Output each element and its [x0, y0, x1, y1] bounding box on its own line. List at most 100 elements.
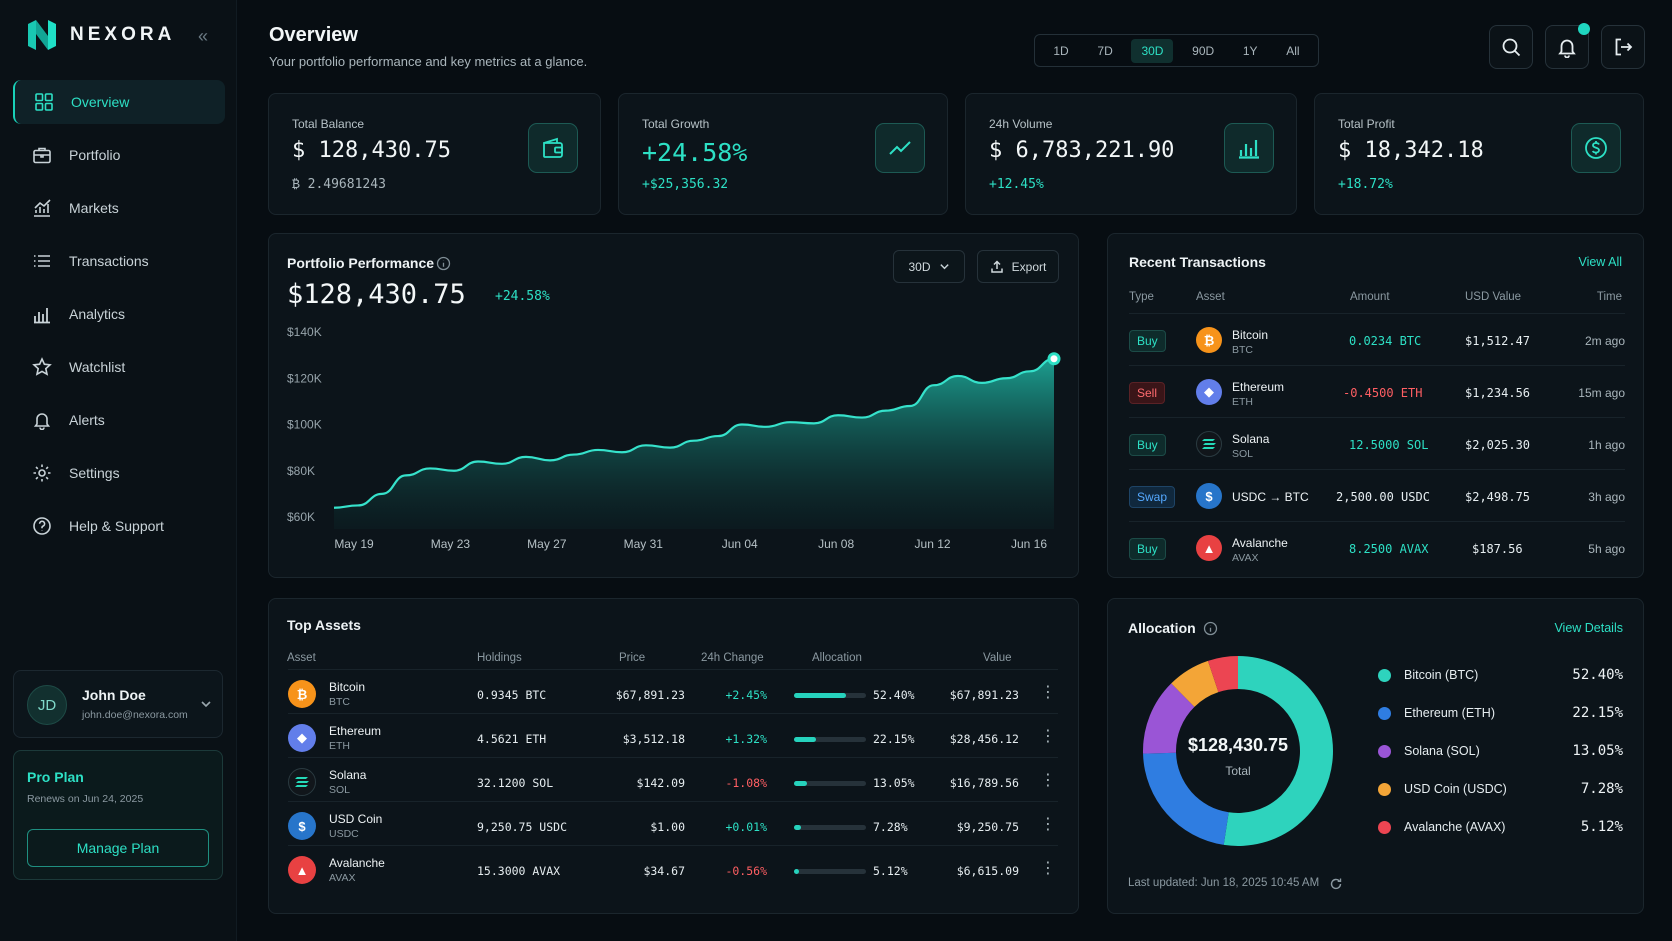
range-1d[interactable]: 1D [1053, 43, 1069, 58]
asset-name: USD Coin [329, 812, 383, 826]
range-all[interactable]: All [1286, 43, 1300, 58]
usdc-icon: $ [1196, 483, 1222, 509]
sidebar-item-watchlist[interactable]: Watchlist [13, 345, 225, 389]
allocation-bar [794, 781, 866, 786]
stat-value: $ 18,342.18 [1338, 138, 1484, 163]
table-row[interactable]: ▲ Avalanche AVAX 15.3000 AVAX $34.67 -0.… [288, 845, 1058, 892]
table-row[interactable]: Swap $ USDC → BTC 2,500.00 USDC $2,498.7… [1129, 469, 1625, 521]
performance-range-dropdown[interactable]: 30D [893, 250, 965, 283]
search-button[interactable] [1489, 25, 1533, 69]
notifications-button[interactable] [1545, 23, 1590, 69]
asset-allocation: 5.12% [873, 864, 908, 878]
chevron-down-icon [939, 264, 949, 270]
range-7d[interactable]: 7D [1097, 43, 1113, 58]
area-fill [334, 358, 1054, 529]
column-header-24h-change: 24h Change [701, 652, 764, 664]
range-90d[interactable]: 90D [1192, 43, 1215, 58]
last-point-marker[interactable] [1047, 352, 1061, 366]
dropdown-label: 30D [908, 259, 931, 274]
sidebar-item-label: Analytics [69, 306, 126, 322]
asset-name: Solana [1232, 432, 1270, 446]
info-icon[interactable] [1203, 621, 1218, 636]
more-options-icon[interactable]: ⋮ [1040, 772, 1056, 789]
tx-time: 15m ago [1578, 386, 1625, 400]
stat-sub: ₿ 2.49681243 [292, 177, 386, 192]
tx-time: 5h ago [1588, 542, 1625, 556]
more-options-icon[interactable]: ⋮ [1040, 684, 1056, 701]
range-1y[interactable]: 1Y [1242, 43, 1258, 58]
collapse-sidebar-icon[interactable]: « [198, 26, 209, 46]
asset-allocation: 7.28% [873, 820, 908, 834]
sidebar-item-help[interactable]: Help & Support [13, 504, 225, 548]
range-30d[interactable]: 30D [1131, 38, 1174, 63]
asset-holdings: 15.3000 AVAX [477, 864, 561, 878]
sidebar-item-alerts[interactable]: Alerts [13, 398, 225, 442]
sidebar-item-overview[interactable]: Overview [13, 80, 225, 124]
stat-label: 24h Volume [989, 117, 1053, 131]
allocation-bar [794, 869, 866, 874]
x-tick-label: Jun 04 [722, 537, 758, 551]
table-row[interactable]: ₿ Bitcoin BTC 0.9345 BTC $67,891.23 +2.4… [288, 669, 1058, 716]
nexora-logo-icon [28, 20, 56, 50]
sidebar-item-label: Markets [69, 200, 119, 216]
donut-slice-avalanche[interactable] [1207, 656, 1238, 693]
legend-item: USD Coin (USDC) 7.28% [1378, 780, 1623, 800]
solana-icon [288, 768, 316, 796]
donut-slice-solana[interactable] [1143, 683, 1195, 754]
legend-value: 7.28% [1580, 781, 1623, 797]
gear-icon [33, 464, 51, 482]
legend-value: 52.40% [1572, 667, 1623, 683]
sidebar-item-transactions[interactable]: Transactions [13, 239, 225, 283]
refresh-icon[interactable] [1329, 877, 1343, 891]
asset-price: $3,512.18 [622, 732, 685, 746]
logout-button[interactable] [1601, 25, 1645, 69]
table-row[interactable]: Solana SOL 32.1200 SOL $142.09 -1.08% 13… [288, 757, 1058, 804]
brand-logo[interactable]: NEXORA [26, 18, 175, 52]
sidebar-item-analytics[interactable]: Analytics [13, 292, 225, 336]
sidebar: NEXORA « Overview Portfolio Markets Tran… [0, 0, 237, 941]
view-all-link[interactable]: View All [1578, 255, 1622, 269]
table-row[interactable]: ◆ Ethereum ETH 4.5621 ETH $3,512.18 +1.3… [288, 713, 1058, 760]
table-row[interactable]: Buy Solana SOL 12.5000 SOL $2,025.30 1h … [1129, 417, 1625, 469]
table-row[interactable]: Buy ▲ Avalanche AVAX 8.2500 AVAX $187.56… [1129, 521, 1625, 573]
user-card[interactable]: JD John Doe john.doe@nexora.com [13, 670, 223, 738]
info-icon[interactable] [436, 256, 451, 271]
donut-slice-bitcoin[interactable] [1223, 656, 1333, 846]
sidebar-item-settings[interactable]: Settings [13, 451, 225, 495]
type-badge: Buy [1129, 538, 1166, 560]
list-icon [34, 255, 50, 267]
page-subtitle: Your portfolio performance and key metri… [269, 54, 588, 69]
more-options-icon[interactable]: ⋮ [1040, 860, 1056, 877]
table-row[interactable]: $ USD Coin USDC 9,250.75 USDC $1.00 +0.0… [288, 801, 1058, 848]
donut-slice-ethereum[interactable] [1143, 752, 1229, 845]
type-badge: Buy [1129, 434, 1166, 456]
last-updated: Last updated: Jun 18, 2025 10:45 AM [1128, 877, 1320, 889]
column-header-type: Type [1129, 291, 1154, 303]
chevron-down-icon[interactable] [200, 697, 212, 715]
allocation-bar-fill [794, 869, 799, 874]
sidebar-item-markets[interactable]: Markets [13, 186, 225, 230]
sidebar-item-portfolio[interactable]: Portfolio [13, 133, 225, 177]
sidebar-item-label: Settings [69, 465, 120, 481]
asset-name: Avalanche [329, 856, 385, 870]
legend-item: Solana (SOL) 13.05% [1378, 742, 1623, 762]
asset-price: $1.00 [650, 820, 685, 834]
stat-label: Total Balance [292, 117, 365, 131]
more-options-icon[interactable]: ⋮ [1040, 816, 1056, 833]
stat-card-total-balance: Total Balance $ 128,430.75 ₿ 2.49681243 [268, 93, 601, 215]
avalanche-icon: ▲ [288, 856, 316, 884]
export-button[interactable]: Export [977, 250, 1059, 283]
donut-slice-usd[interactable] [1171, 660, 1219, 707]
user-email: john.doe@nexora.com [82, 709, 188, 721]
legend-label: Bitcoin (BTC) [1404, 668, 1479, 682]
asset-name: Bitcoin [329, 680, 366, 694]
more-options-icon[interactable]: ⋮ [1040, 728, 1056, 745]
manage-plan-button[interactable]: Manage Plan [27, 829, 209, 867]
column-header-usd-value: USD Value [1465, 291, 1522, 303]
view-details-link[interactable]: View Details [1554, 621, 1623, 635]
table-row[interactable]: Buy ₿ Bitcoin BTC 0.0234 BTC $1,512.47 2… [1129, 313, 1625, 365]
table-row[interactable]: Sell ◆ Ethereum ETH -0.4500 ETH $1,234.5… [1129, 365, 1625, 417]
brand-name: NEXORA [70, 24, 176, 45]
asset-name: USDC → BTC [1232, 490, 1309, 504]
asset-symbol: SOL [1232, 448, 1254, 460]
